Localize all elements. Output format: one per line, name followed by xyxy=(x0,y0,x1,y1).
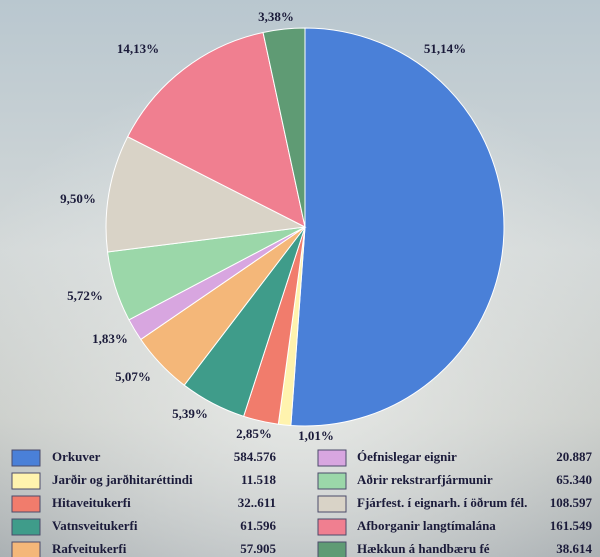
legend-label: Óefnislegar eignir xyxy=(357,449,457,464)
pie-slice xyxy=(105,136,307,253)
legend-amount: 584.576 xyxy=(234,449,277,464)
legend-label: Hitaveitukerfi xyxy=(52,495,131,510)
legend-amount: 32..611 xyxy=(238,495,276,510)
legend-label: Fjárfest. í eignarh. í öðrum fél. xyxy=(357,495,527,510)
slice-label: 5,07% xyxy=(115,369,151,384)
legend-label: Orkuver xyxy=(52,449,101,464)
legend-swatch xyxy=(11,449,41,467)
legend-swatch xyxy=(317,518,347,536)
legend-swatch xyxy=(317,541,347,557)
slice-label: 2,85% xyxy=(236,426,272,441)
slice-label: 5,72% xyxy=(67,288,103,303)
slice-label: 14,13% xyxy=(117,41,159,56)
legend-label: Hækkun á handbæru fé xyxy=(357,541,490,556)
legend-swatch xyxy=(11,472,41,490)
legend-swatch xyxy=(317,449,347,467)
slice-label: 1,83% xyxy=(92,331,128,346)
legend-amount: 65.340 xyxy=(556,472,592,487)
legend-amount: 38.614 xyxy=(556,541,592,556)
legend-swatch xyxy=(317,495,347,513)
pie-slice xyxy=(126,31,306,228)
slice-label: 51,14% xyxy=(424,41,466,56)
legend-label: Jarðir og jarðhitaréttindi xyxy=(52,472,193,487)
slice-label: 3,38% xyxy=(258,9,294,24)
legend-amount: 161.549 xyxy=(550,518,593,533)
legend-label: Vatnsveitukerfi xyxy=(52,518,138,533)
slice-label: 5,39% xyxy=(172,406,208,421)
legend-swatch xyxy=(11,518,41,536)
legend-swatch xyxy=(317,472,347,490)
legend-swatch xyxy=(11,541,41,557)
legend-amount: 108.597 xyxy=(550,495,593,510)
pie-slice xyxy=(262,27,306,228)
legend-swatch xyxy=(11,495,41,513)
pie-slice xyxy=(290,27,505,427)
slice-label: 9,50% xyxy=(60,191,96,206)
legend-amount: 57.905 xyxy=(240,541,276,556)
legend-amount: 61.596 xyxy=(240,518,276,533)
legend-label: Afborganir langtímalána xyxy=(357,518,496,533)
legend-label: Aðrir rekstrarfjármunir xyxy=(357,472,493,487)
legend-amount: 20.887 xyxy=(556,449,592,464)
legend-label: Rafveitukerfi xyxy=(52,541,127,556)
legend-amount: 11.518 xyxy=(241,472,277,487)
slice-label: 1,01% xyxy=(298,428,334,443)
